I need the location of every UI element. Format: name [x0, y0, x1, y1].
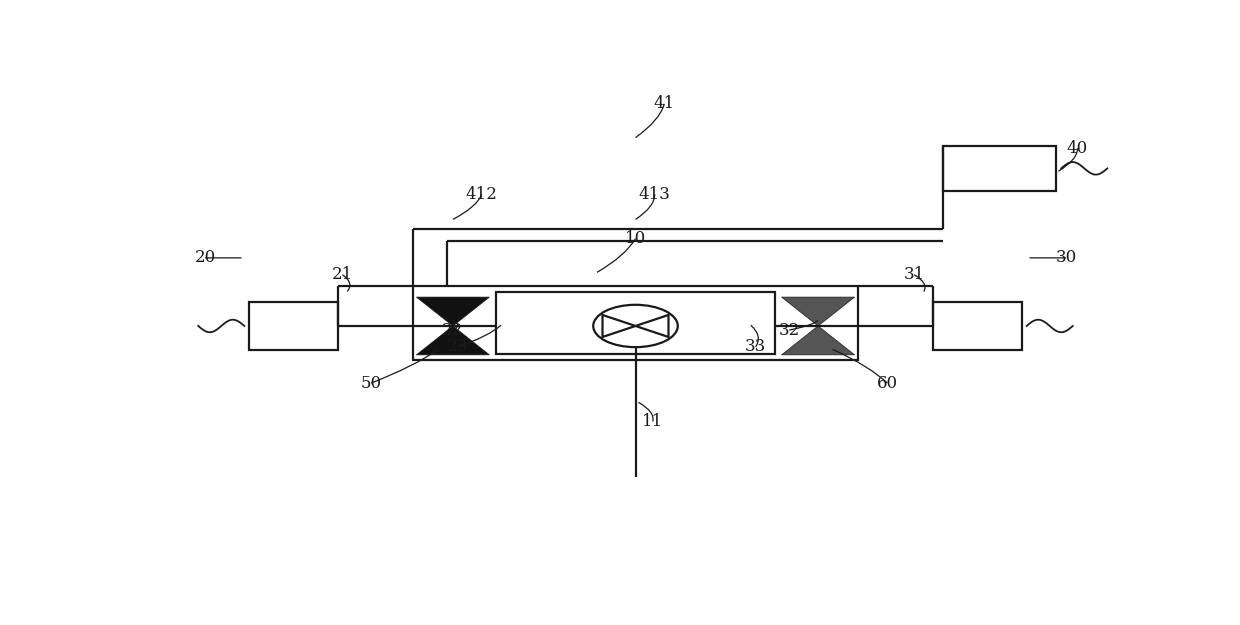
Text: 41: 41	[653, 96, 675, 112]
Bar	[934, 302, 1022, 350]
Text: 31: 31	[904, 266, 925, 283]
Bar	[496, 291, 775, 354]
Text: 11: 11	[642, 413, 663, 430]
Polygon shape	[417, 297, 490, 326]
Text: 33: 33	[745, 338, 766, 356]
Text: 21: 21	[332, 266, 353, 283]
Bar	[249, 302, 337, 350]
Text: 22: 22	[443, 321, 464, 339]
Text: 10: 10	[625, 230, 646, 247]
Bar	[942, 146, 1056, 191]
Text: 50: 50	[361, 374, 382, 391]
Bar	[413, 286, 858, 360]
Text: 413: 413	[639, 186, 671, 203]
Text: 32: 32	[779, 321, 800, 339]
Text: 30: 30	[1055, 249, 1076, 266]
Text: 20: 20	[195, 249, 216, 266]
Text: 60: 60	[877, 374, 898, 391]
Polygon shape	[781, 297, 854, 326]
Polygon shape	[417, 326, 490, 355]
Polygon shape	[781, 326, 854, 355]
Text: 412: 412	[466, 186, 497, 203]
Text: 40: 40	[1066, 139, 1089, 157]
Text: 23: 23	[448, 338, 469, 356]
